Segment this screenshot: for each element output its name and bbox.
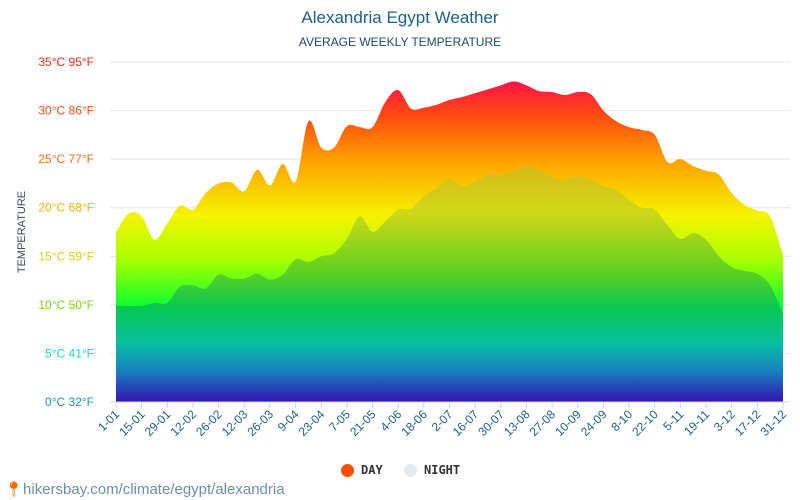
- y-tick-label: 30°C 86°F: [38, 104, 94, 118]
- x-tick-label: 29-01: [142, 407, 174, 439]
- y-tick-label: 25°C 77°F: [38, 152, 94, 166]
- y-tick-label: 35°C 95°F: [38, 55, 94, 69]
- x-tick-label: 21-05: [347, 407, 379, 439]
- x-tick-label: 26-02: [193, 407, 225, 439]
- x-tick-label: 22-10: [629, 407, 661, 439]
- legend-day-marker: [341, 463, 354, 477]
- x-tick-label: 13-08: [501, 407, 533, 439]
- legend-day-label: DAY: [361, 463, 383, 477]
- legend-night-label: NIGHT: [424, 463, 461, 477]
- x-tick-label: 31-12: [758, 407, 790, 439]
- y-tick-label: 20°C 68°F: [38, 201, 94, 215]
- map-pin-icon: 📍︎: [4, 481, 24, 498]
- legend-night-marker: [404, 463, 417, 477]
- chart-subtitle: AVERAGE WEEKLY TEMPERATURE: [298, 35, 502, 49]
- x-tick-label: 16-07: [450, 407, 482, 439]
- y-tick-label: 0°C 32°F: [45, 395, 94, 409]
- x-tick-label: 19-11: [681, 407, 712, 438]
- x-tick-label: 17-12: [732, 407, 764, 439]
- y-tick-label: 10°C 50°F: [38, 298, 94, 312]
- x-tick-label: 27-08: [527, 407, 559, 439]
- source-link[interactable]: 📍︎hikersbay.com/climate/egypt/alexandria: [4, 480, 285, 498]
- y-tick-label: 5°C 41°F: [45, 346, 94, 360]
- x-tick-label: 23-04: [296, 407, 328, 439]
- x-tick-label: 12-02: [167, 407, 199, 439]
- night-area: [116, 164, 783, 402]
- legend-day[interactable]: DAY: [341, 463, 383, 477]
- y-axis-label: TEMPERATURE: [16, 191, 28, 273]
- x-tick-label: 24-09: [578, 407, 610, 439]
- x-tick-label: 10-09: [552, 407, 584, 439]
- x-tick-label: 26-03: [244, 407, 276, 439]
- x-tick-label: 15-01: [116, 407, 148, 439]
- source-text: hikersbay.com/climate/egypt/alexandria: [23, 481, 285, 498]
- legend-night[interactable]: NIGHT: [404, 463, 460, 477]
- chart-title: Alexandria Egypt Weather: [301, 8, 499, 27]
- y-tick-label: 15°C 59°F: [38, 249, 94, 263]
- x-tick-label: 30-07: [475, 407, 507, 439]
- x-tick-label: 12-03: [219, 407, 251, 439]
- x-tick-label: 18-06: [398, 407, 430, 439]
